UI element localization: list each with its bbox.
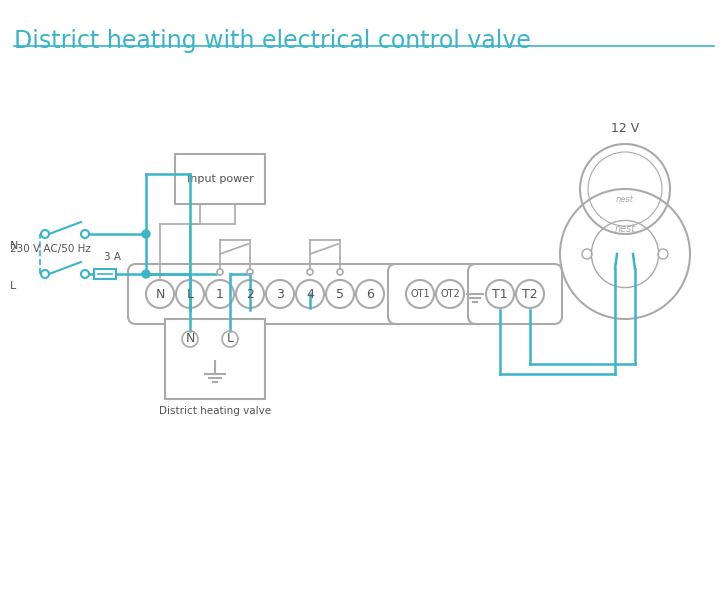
Bar (94, 269, 116, 279)
Text: T1: T1 (492, 287, 508, 301)
Text: 12 V: 12 V (611, 122, 639, 135)
FancyBboxPatch shape (128, 264, 402, 324)
Text: 5: 5 (336, 287, 344, 301)
Text: L: L (226, 333, 234, 346)
Text: 3: 3 (276, 287, 284, 301)
Text: L: L (186, 287, 194, 301)
Text: OT2: OT2 (440, 289, 460, 299)
Text: N: N (186, 333, 194, 346)
Text: T2: T2 (522, 287, 538, 301)
Text: nest: nest (614, 224, 636, 234)
Text: 1: 1 (216, 287, 224, 301)
Text: L: L (10, 281, 16, 291)
Text: nest: nest (616, 194, 634, 204)
Text: Input power: Input power (186, 174, 253, 184)
Text: OT1: OT1 (410, 289, 430, 299)
Text: N: N (10, 241, 18, 251)
Text: 230 V AC/50 Hz: 230 V AC/50 Hz (10, 244, 91, 254)
Text: District heating valve: District heating valve (159, 406, 271, 416)
Text: 3 A: 3 A (103, 252, 121, 262)
Circle shape (142, 230, 150, 238)
Text: 4: 4 (306, 287, 314, 301)
Bar (175, 154, 265, 204)
Text: 6: 6 (366, 287, 374, 301)
Bar (165, 319, 265, 399)
Text: N: N (155, 287, 165, 301)
FancyBboxPatch shape (468, 264, 562, 324)
FancyBboxPatch shape (388, 264, 482, 324)
Circle shape (142, 270, 150, 278)
Text: District heating with electrical control valve: District heating with electrical control… (14, 29, 531, 53)
Text: 2: 2 (246, 287, 254, 301)
